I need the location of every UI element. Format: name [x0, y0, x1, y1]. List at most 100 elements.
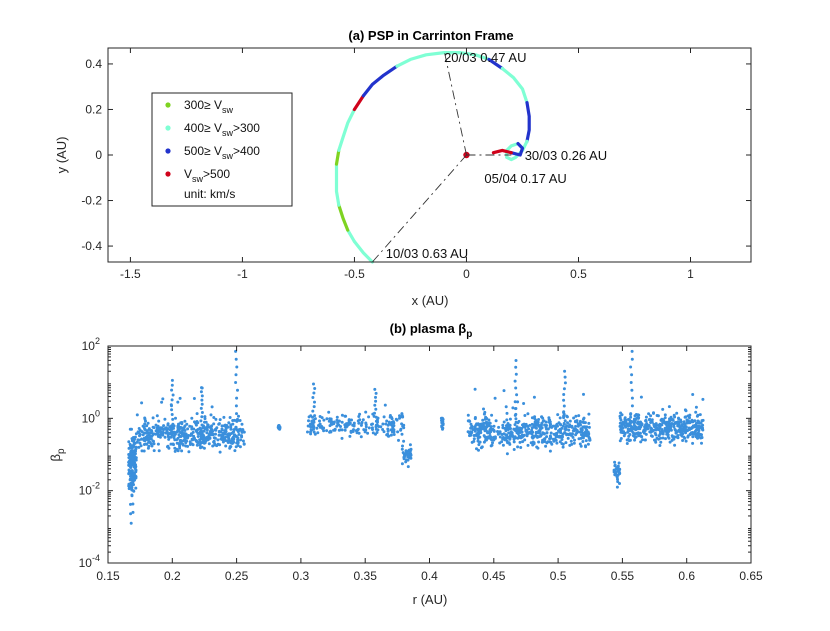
- beta-point-1188: [504, 433, 508, 437]
- beta-point-1485: [691, 441, 695, 445]
- beta-point-1063: [477, 443, 481, 447]
- beta-point-1741: [655, 414, 659, 417]
- beta-point-639: [211, 429, 215, 433]
- beta-spike-7-5: [374, 407, 378, 411]
- beta-spike-1-1: [131, 436, 135, 439]
- beta-point-1378: [558, 428, 562, 432]
- beta-point-802: [364, 428, 368, 432]
- beta-point-374: [189, 442, 192, 445]
- beta-point-889: [564, 441, 568, 445]
- beta-spike-11-6: [629, 381, 633, 384]
- beta-point-641: [343, 428, 347, 432]
- trajectory-segment-11: [500, 66, 529, 105]
- beta-point-1755: [663, 416, 667, 420]
- beta-point-428: [206, 438, 210, 442]
- beta-point-1456: [616, 473, 620, 477]
- beta-point-1772: [627, 417, 630, 421]
- beta-point-631: [241, 439, 245, 443]
- legend-label-0: 300≥ Vsw: [184, 98, 233, 115]
- beta-point-1401: [508, 442, 512, 446]
- beta-point-79: [131, 449, 135, 453]
- beta-spike-7-0: [374, 427, 378, 431]
- beta-point-449: [209, 425, 213, 428]
- beta-spike-11-10: [630, 349, 634, 353]
- beta-point-1290: [528, 423, 532, 427]
- beta-point-1822: [658, 425, 662, 429]
- beta-point-1696: [694, 429, 697, 433]
- beta-point-303: [155, 427, 159, 431]
- beta-point-1878: [653, 438, 656, 442]
- beta-point-1267: [517, 419, 521, 423]
- beta-point-607: [198, 440, 202, 444]
- beta-point-134: [134, 486, 138, 490]
- beta-point-1370: [546, 440, 550, 444]
- beta-point-1441: [616, 480, 620, 484]
- panel-b-y-tick-base-2: 10: [79, 484, 93, 498]
- beta-point-1645: [698, 413, 702, 417]
- beta-spike-11-0: [630, 427, 634, 431]
- beta-point-1743: [660, 428, 664, 431]
- beta-point-1419: [521, 423, 525, 427]
- beta-point-1421: [487, 418, 491, 422]
- beta-point-722: [308, 422, 312, 426]
- panel-b-y-tick-exp-1: 0: [95, 408, 100, 418]
- panel-a-y-tick-label-0: 0.4: [85, 57, 102, 71]
- beta-point-1341: [524, 422, 528, 426]
- beta-point-1859: [650, 418, 654, 422]
- beta-spike-4-1: [235, 419, 239, 423]
- beta-point-1846: [691, 420, 695, 424]
- panel-a: (a) PSP in Carrinton Frame 20/03 0.47 AU…: [54, 28, 752, 308]
- beta-point-687: [307, 419, 310, 423]
- beta-spike-10-10: [563, 369, 567, 373]
- beta-point-589: [232, 440, 236, 444]
- beta-point-613: [206, 424, 210, 428]
- beta-point-1074: [502, 389, 506, 393]
- beta-point-1769: [697, 420, 701, 424]
- beta-spike-2-0: [170, 427, 174, 431]
- beta-point-1476: [691, 435, 695, 439]
- panel-b-y-tick-base-1: 10: [82, 411, 96, 425]
- beta-point-1376: [575, 420, 579, 424]
- beta-point-1749: [684, 439, 688, 443]
- beta-point-179: [138, 441, 142, 445]
- beta-point-834: [379, 425, 383, 429]
- beta-spike-10-4: [562, 404, 566, 408]
- beta-point-1247: [587, 412, 591, 416]
- beta-point-822: [356, 427, 360, 431]
- beta-point-1154: [492, 424, 496, 428]
- panel-a-y-tick-label-4: -0.4: [81, 239, 102, 253]
- beta-point-810: [361, 418, 365, 422]
- beta-point-1512: [639, 395, 643, 399]
- beta-point-1159: [487, 421, 491, 425]
- beta-point-876: [408, 450, 412, 454]
- legend-label-main-0: 300≥ V: [184, 98, 222, 112]
- beta-point-282: [192, 397, 196, 400]
- legend-label-main-2: 500≥ V: [184, 144, 222, 158]
- panel-b-x-tick-label-2: 0.25: [225, 569, 249, 583]
- panel-b-y-tick-base-3: 10: [79, 556, 93, 570]
- trajectory-segment-2: [337, 203, 350, 232]
- beta-point-1799: [664, 429, 668, 433]
- beta-point-1403: [492, 429, 496, 433]
- beta-point-1791: [652, 428, 656, 432]
- beta-point-1876: [650, 434, 654, 438]
- beta-spike-3-2: [199, 419, 203, 423]
- beta-point-1400: [571, 435, 575, 439]
- beta-point-364: [180, 449, 184, 453]
- beta-point-1140: [545, 431, 549, 435]
- legend-marker-0: [165, 102, 171, 108]
- panel-b-y-tick-label-2: 10-2: [79, 481, 100, 498]
- beta-point-701: [322, 418, 326, 422]
- beta-point-1208: [525, 434, 529, 438]
- beta-point-245: [172, 443, 175, 447]
- beta-spike-6-0: [312, 427, 315, 431]
- panel-a-x-tick-label-1: -1: [237, 267, 248, 281]
- beta-point-1406: [539, 427, 543, 431]
- panel-b-y-tick-exp-0: 2: [95, 336, 100, 346]
- beta-point-790: [315, 426, 319, 430]
- beta-point-1687: [652, 411, 655, 415]
- beta-point-1841: [664, 437, 667, 441]
- beta-point-1296: [480, 422, 484, 426]
- beta-point-1418: [474, 427, 478, 431]
- beta-point-1343: [526, 412, 530, 416]
